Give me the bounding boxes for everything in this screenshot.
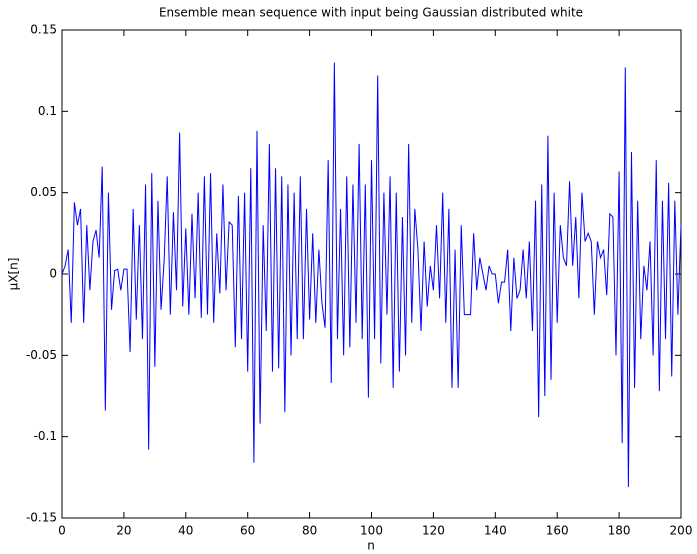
data-line — [61, 62, 682, 488]
x-tick-label: 40 — [178, 524, 193, 538]
x-tick-label: 100 — [360, 524, 383, 538]
x-tick-label: 180 — [608, 524, 631, 538]
y-tick-label: -0.1 — [34, 429, 57, 443]
x-tick-label: 20 — [116, 524, 131, 538]
y-tick-label: 0 — [49, 267, 57, 281]
x-tick-label: 80 — [302, 524, 317, 538]
x-tick-label: 160 — [546, 524, 569, 538]
y-tick-label: 0.05 — [30, 185, 57, 199]
x-tick-label: 60 — [240, 524, 255, 538]
chart-title: Ensemble mean sequence with input being … — [159, 6, 583, 20]
x-tick-label: 200 — [670, 524, 693, 538]
plot-area — [61, 29, 682, 519]
y-tick-label: 0.15 — [30, 23, 57, 37]
x-tick-label: 140 — [484, 524, 507, 538]
y-tick-label: 0.1 — [38, 104, 57, 118]
x-axis-label: n — [367, 539, 375, 553]
y-tick-label: -0.15 — [26, 511, 57, 525]
y-tick-label: -0.05 — [26, 348, 57, 362]
x-tick-label: 120 — [422, 524, 445, 538]
x-tick-label: 0 — [58, 524, 66, 538]
y-axis-label: μX[n] — [7, 258, 21, 291]
